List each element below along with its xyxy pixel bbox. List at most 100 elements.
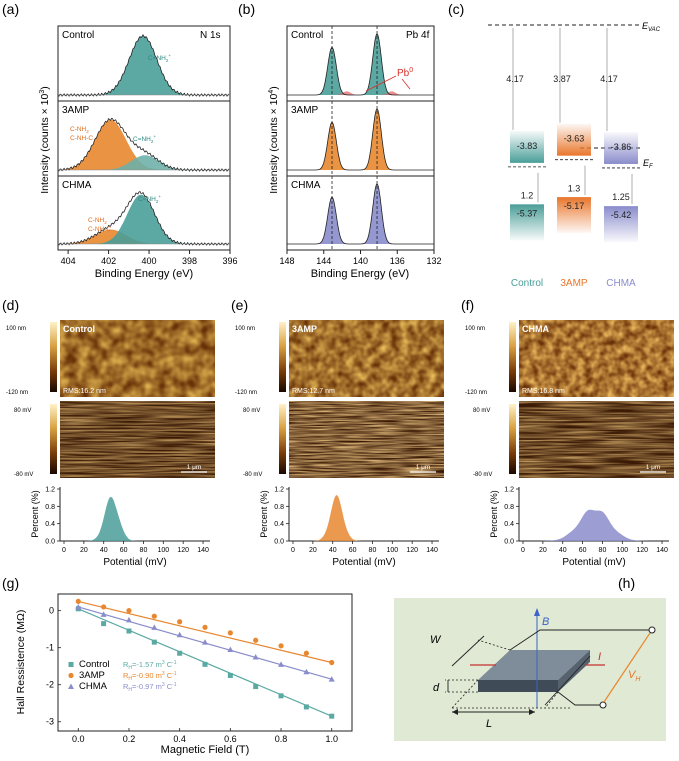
panel-d-afm: (d) 100 nm -120 nm 80 mV -80 mV Control RMS:16…	[2, 297, 215, 568]
g-point-3amp	[329, 659, 335, 666]
panel-c-energy-levels: (c) EVAC EF -3.83 -5.37 4.17 1.2 Control -3.6…	[448, 1, 661, 289]
g-point-3amp	[177, 619, 183, 625]
panel-a-chma-peak2-label: C=NH2+	[138, 194, 161, 204]
panel-a-control-label: Control	[62, 30, 94, 41]
g-point-chma	[328, 676, 335, 682]
g-point-chma	[176, 631, 183, 638]
column-name-control: Control	[511, 278, 543, 289]
g-point-control	[101, 621, 107, 627]
b-field-label: B	[542, 616, 549, 628]
g-xtick-label: 0.0	[72, 734, 85, 744]
l-arrow-right	[529, 709, 535, 715]
panel-d-tag: (d)	[2, 297, 19, 313]
g-xtick-label: 1.0	[325, 734, 338, 744]
topo-colorbar	[509, 322, 516, 392]
kpfm-colorbar	[50, 404, 57, 474]
g-legend-name: CHMA	[79, 681, 108, 692]
panel-b-pb0-arrow-right	[401, 78, 411, 90]
hist-xtick-label: 0	[62, 547, 66, 554]
panel-b-tag: (b)	[238, 1, 255, 17]
hist-xlabel: Potential (mV)	[103, 557, 166, 568]
kpfm-streaks	[519, 401, 674, 478]
g-point-control	[303, 704, 309, 710]
panel-c-evac-label: EVAC	[642, 21, 661, 33]
g-point-control	[278, 693, 284, 699]
g-point-control	[126, 628, 132, 634]
hist-ylabel: Percent (%)	[259, 490, 269, 538]
hist-xtick-label: 40	[100, 547, 108, 554]
g-legend-coefficient: RH=-1.57 m3 C-1	[123, 660, 177, 671]
panel-b-peak-fill	[287, 109, 434, 170]
hist-ytick-label: 0.4	[504, 521, 514, 528]
cbm-value: -3.86	[611, 142, 632, 152]
panel-a-chma-peak1-line2: C-NH-C	[88, 226, 111, 233]
g-ytick-label: -2	[46, 680, 54, 690]
hist-distribution-chma	[523, 509, 667, 541]
g-point-chma	[227, 646, 234, 653]
hist-xtick-label: 100	[616, 547, 628, 554]
hist-xtick-label: 120	[177, 547, 189, 554]
g-legend-name: Control	[79, 659, 110, 670]
panel-a-3amp-peak2-label: C=NH2+	[133, 134, 156, 144]
panel-b-pb4f-label: Pb 4f	[406, 30, 430, 41]
g-point-3amp	[278, 643, 284, 649]
hist-ytick-label: 1.2	[45, 487, 55, 494]
column-name-3amp: 3AMP	[560, 278, 588, 289]
kpfm-colorbar-top: 80 mV	[473, 408, 490, 414]
panel-a-chma-peak1-line1: C-NH2	[88, 217, 107, 225]
g-point-3amp	[202, 624, 208, 630]
g-fit-line-3amp	[78, 600, 332, 664]
g-point-control	[329, 713, 335, 719]
panel-a-xtick-label: 398	[182, 256, 197, 266]
w-dimension	[451, 635, 485, 667]
hist-ytick-label: 0.8	[274, 504, 284, 511]
panel-b-pb0-label: Pb0	[397, 67, 413, 79]
panel-a-n1s-label: N 1s	[200, 30, 221, 41]
panel-a-control-peak-label: C=NH2+	[148, 53, 171, 63]
gap-top-value: 4.17	[506, 74, 524, 84]
g-xtick-label: 0.8	[275, 734, 288, 744]
g-point-3amp	[101, 604, 107, 610]
panel-g-ylabel: Hall Ressistence (MΩ)	[15, 610, 27, 715]
panel-a-peak-fill	[58, 119, 230, 170]
gap-top-value: 3.87	[553, 74, 571, 84]
panel-b-envelope-control	[287, 33, 434, 96]
kpfm-colorbar-bottom: -80 mV	[473, 472, 492, 478]
panel-d-rms: RMS:16.2 nm	[63, 388, 106, 395]
panel-b-xtick-label: 148	[279, 256, 294, 266]
panel-h-hall-schematic: (h) B I W d L	[394, 575, 666, 741]
hist-xtick-label: 80	[369, 547, 377, 554]
vbm-value: -5.37	[517, 208, 538, 218]
sample-top-face	[478, 650, 590, 680]
hist-ytick-label: 0.8	[504, 504, 514, 511]
panel-b-3amp-label: 3AMP	[291, 105, 319, 116]
g-point-3amp	[75, 598, 81, 605]
g-point-chma	[125, 616, 132, 623]
panel-h-tag: (h)	[618, 575, 635, 591]
topo-grains	[289, 320, 444, 397]
d-label: d	[433, 682, 440, 694]
panel-b-xps-pb4f: (b) Control Pb 4f Pb0 3AMP CHMA 148 144 14…	[238, 1, 442, 280]
panel-b-frame	[286, 25, 435, 251]
g-point-chma	[100, 611, 107, 617]
topo-grains	[519, 320, 674, 397]
hist-xtick-label: 0	[291, 547, 295, 554]
g-point-chma	[151, 624, 158, 630]
panel-b-xticks: 148 144 140 136 132	[279, 250, 442, 266]
panel-b-chma-label: CHMA	[291, 180, 321, 191]
panel-f-sample-name: CHMA	[522, 324, 549, 334]
g-point-control	[177, 650, 183, 656]
g-ytick-label: -1	[46, 643, 54, 653]
panel-a-peak-fill	[58, 155, 230, 170]
circuit-top	[509, 629, 650, 651]
g-xtick-label: 0.4	[173, 734, 186, 744]
panel-b-peak-fill	[287, 184, 434, 244]
g-point-3amp	[253, 637, 259, 643]
g-legend-marker	[68, 672, 74, 679]
panel-g-frame	[57, 593, 353, 732]
hist-ytick-label: 0.0	[274, 539, 284, 546]
panel-b-peak-fill	[287, 34, 434, 95]
hist-ytick-label: 0.0	[504, 539, 514, 546]
panel-c-columns: -3.83 -5.37 4.17 1.2 Control -3.63 -5.17 3.87 1.…	[506, 28, 640, 289]
panel-g-plot: 0.0 0.2 0.4 0.6 0.8 1.0 0 -1 -2 -3 Control RH=-1.57…	[46, 598, 338, 744]
